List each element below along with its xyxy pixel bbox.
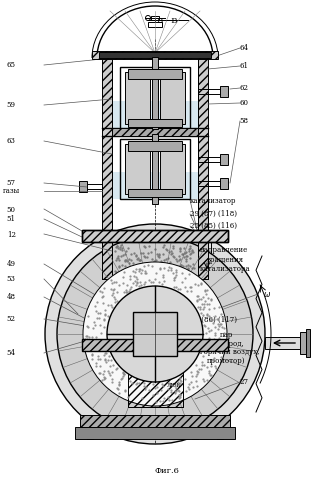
Text: 54: 54 xyxy=(7,349,16,357)
Circle shape xyxy=(83,262,227,406)
Bar xyxy=(75,427,235,439)
Text: вращения: вращения xyxy=(206,256,243,264)
Bar xyxy=(148,22,162,27)
Bar xyxy=(128,189,182,197)
Text: (водород,: (водород, xyxy=(210,340,244,348)
Bar xyxy=(112,434,118,439)
Bar xyxy=(82,339,228,351)
Bar xyxy=(102,59,112,242)
Text: 49: 49 xyxy=(7,260,16,268)
Bar xyxy=(87,434,93,439)
Circle shape xyxy=(57,236,253,432)
Bar xyxy=(120,139,190,199)
Text: 28 (86) (117): 28 (86) (117) xyxy=(190,315,237,323)
Bar xyxy=(80,415,230,427)
Bar xyxy=(92,51,218,59)
Text: катализатор: катализатор xyxy=(190,197,236,205)
Bar xyxy=(125,144,150,194)
Text: 52: 52 xyxy=(7,315,16,323)
Text: Фиг.6: Фиг.6 xyxy=(155,467,179,475)
Bar xyxy=(220,178,228,189)
Bar xyxy=(217,434,223,439)
Text: горячий воздух,: горячий воздух, xyxy=(200,348,259,356)
Text: В - В: В - В xyxy=(157,17,177,25)
Bar xyxy=(160,72,185,124)
Text: 57: 57 xyxy=(7,179,16,187)
Bar xyxy=(112,101,198,129)
Bar xyxy=(128,347,183,407)
Bar xyxy=(79,181,87,192)
Bar xyxy=(102,242,112,279)
Text: 48: 48 xyxy=(7,293,16,301)
Bar xyxy=(220,86,228,97)
Text: люк: люк xyxy=(166,381,181,389)
Bar xyxy=(265,337,300,349)
Bar xyxy=(125,72,150,124)
Text: 62: 62 xyxy=(240,84,249,92)
Bar xyxy=(82,230,228,242)
Bar xyxy=(82,230,228,242)
Text: 64: 64 xyxy=(240,44,249,52)
Bar xyxy=(133,312,177,356)
Bar xyxy=(128,141,182,151)
Text: промотор): промотор) xyxy=(206,357,245,365)
Text: 12: 12 xyxy=(7,231,16,239)
Text: 29 (87) (118): 29 (87) (118) xyxy=(190,210,237,218)
Text: 27: 27 xyxy=(240,378,249,386)
Bar xyxy=(120,67,190,129)
Text: пар: пар xyxy=(220,331,233,339)
Bar xyxy=(300,332,306,354)
Text: 25 (85) (116): 25 (85) (116) xyxy=(190,222,237,230)
Bar xyxy=(160,144,185,194)
Bar xyxy=(112,128,198,136)
Bar xyxy=(112,242,198,279)
Text: газы: газы xyxy=(3,187,21,195)
Bar xyxy=(152,57,158,129)
Bar xyxy=(128,69,182,79)
Bar xyxy=(128,119,182,127)
Bar xyxy=(152,134,158,204)
Text: 58: 58 xyxy=(240,117,249,125)
Text: 63: 63 xyxy=(7,137,16,145)
Bar xyxy=(151,16,159,20)
Text: направление: направление xyxy=(200,247,248,254)
Text: катализатора: катализатора xyxy=(200,265,250,273)
Circle shape xyxy=(45,224,265,444)
Bar xyxy=(128,347,183,407)
Bar xyxy=(220,154,228,165)
Text: 61: 61 xyxy=(240,62,249,70)
Text: 50: 50 xyxy=(7,206,16,214)
Text: 65: 65 xyxy=(7,61,16,69)
Text: $\omega$: $\omega$ xyxy=(263,290,271,299)
Text: 59: 59 xyxy=(7,101,16,109)
Text: 60: 60 xyxy=(240,99,249,107)
Circle shape xyxy=(107,286,203,382)
Bar xyxy=(99,52,211,58)
Bar xyxy=(192,434,198,439)
Bar xyxy=(198,59,208,242)
Text: 53: 53 xyxy=(7,275,16,283)
Bar xyxy=(198,242,208,279)
Text: 51: 51 xyxy=(7,215,16,223)
Bar xyxy=(112,172,198,199)
Bar xyxy=(306,329,310,357)
